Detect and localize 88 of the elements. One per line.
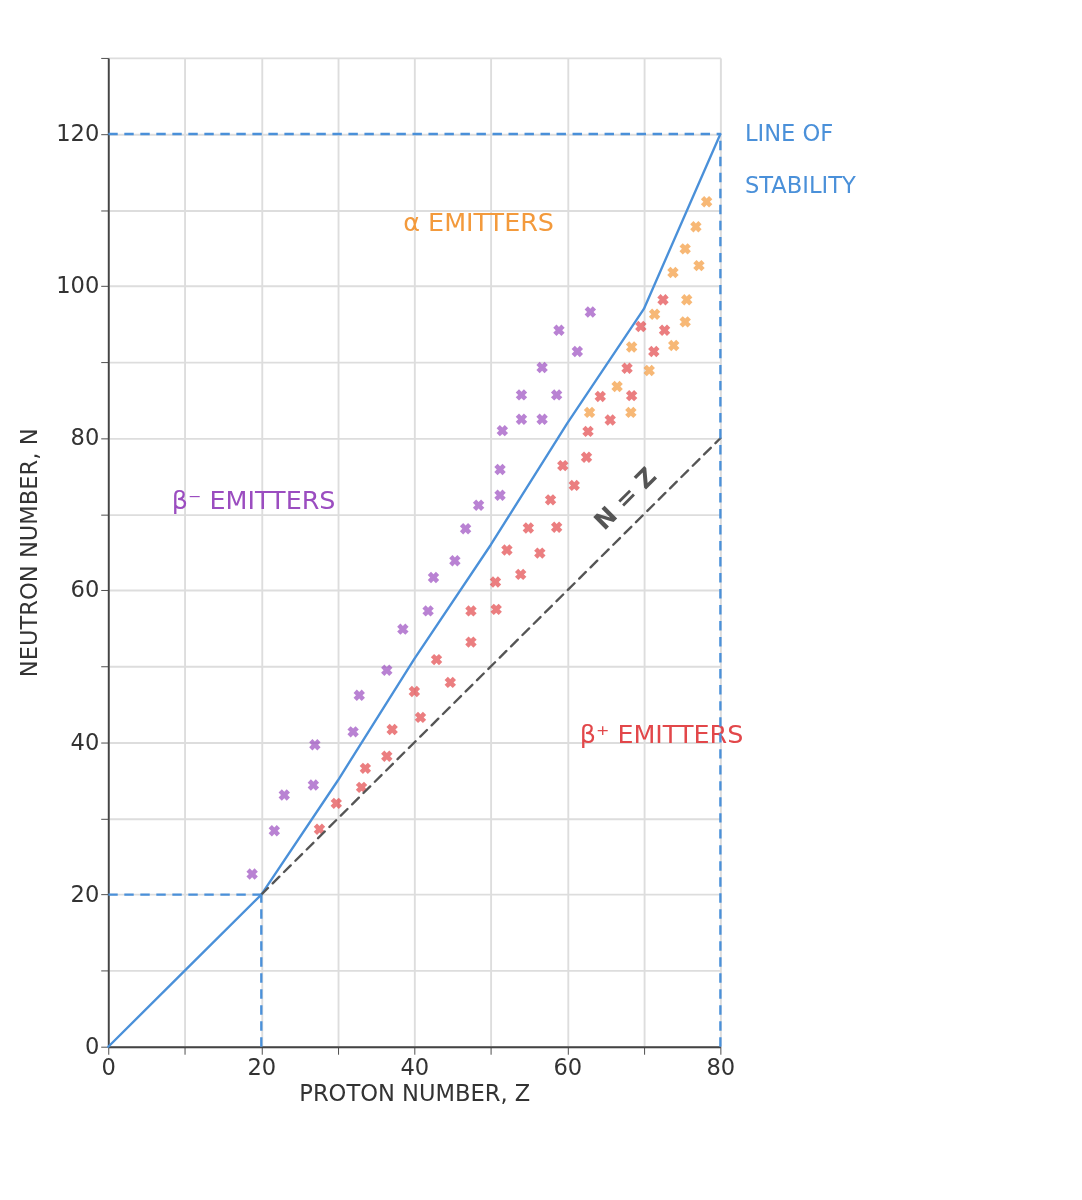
x-tick-label: 20 [247,1053,277,1080]
point [568,479,580,492]
point [278,789,290,801]
point [604,414,616,426]
y-tick-label: 0 [84,1032,100,1059]
point [648,308,661,320]
point [494,489,506,502]
point [430,653,443,666]
point [355,781,368,794]
point [536,413,548,425]
point [330,797,343,810]
point [571,345,584,358]
point [657,294,669,306]
series-label: LINE OF STABILITY [744,119,856,199]
y-tick-label: 100 [56,272,100,299]
point [494,463,506,476]
point [427,571,440,584]
point [307,779,320,791]
point [594,390,606,403]
point [490,603,502,616]
point [359,762,372,775]
point [472,499,485,511]
x-tick-label: 40 [400,1053,430,1080]
y-tick-label: 20 [70,880,100,907]
point [625,406,637,419]
point [550,521,563,533]
point [386,723,398,736]
point [246,868,258,880]
point [583,406,596,419]
point [534,547,546,559]
text: N = Z [587,461,663,536]
point [268,825,281,837]
point [611,380,623,393]
point [522,522,535,534]
point [515,389,528,401]
point [625,389,638,402]
point [501,544,513,556]
point [582,425,594,438]
point [536,361,548,374]
text: β⁻ EMITTERS [171,484,336,515]
point [465,605,477,617]
point [658,324,671,336]
point [648,345,660,358]
point [635,320,647,333]
point [544,494,557,506]
x-tick-label: 80 [706,1053,736,1080]
point [679,316,691,328]
point [557,459,569,472]
point [449,555,461,567]
point [584,306,597,318]
point [347,726,359,738]
point [496,424,509,437]
x-axis-title: PROTON NUMBER, Z [299,1079,531,1106]
point [414,711,427,724]
point [668,339,680,352]
y-tick-label: 40 [70,728,100,755]
y-tick-label: 120 [56,120,100,147]
point [514,568,527,581]
point [515,413,528,425]
point [489,576,502,588]
text: α EMITTERS [403,206,554,237]
point [690,221,702,233]
text: β⁺ EMITTERS [579,719,744,750]
point [408,685,421,698]
point [353,689,365,702]
point [667,266,679,279]
point [397,623,409,635]
point [621,362,633,374]
point [309,739,321,751]
point [459,523,472,535]
point [681,294,693,306]
point [422,605,434,617]
point [444,676,457,689]
point [643,364,655,377]
point [580,451,593,463]
point [381,664,393,676]
point [693,259,705,272]
point [550,389,563,401]
point [553,324,565,336]
x-tick-label: 60 [553,1053,583,1080]
point [700,196,713,208]
point [679,243,691,255]
point [465,636,477,648]
y-axis-title: NEUTRON NUMBER, N [16,428,43,678]
y-tick-label: 60 [70,576,100,603]
point [381,750,393,762]
y-tick-label: 80 [70,424,100,451]
point [625,341,638,353]
